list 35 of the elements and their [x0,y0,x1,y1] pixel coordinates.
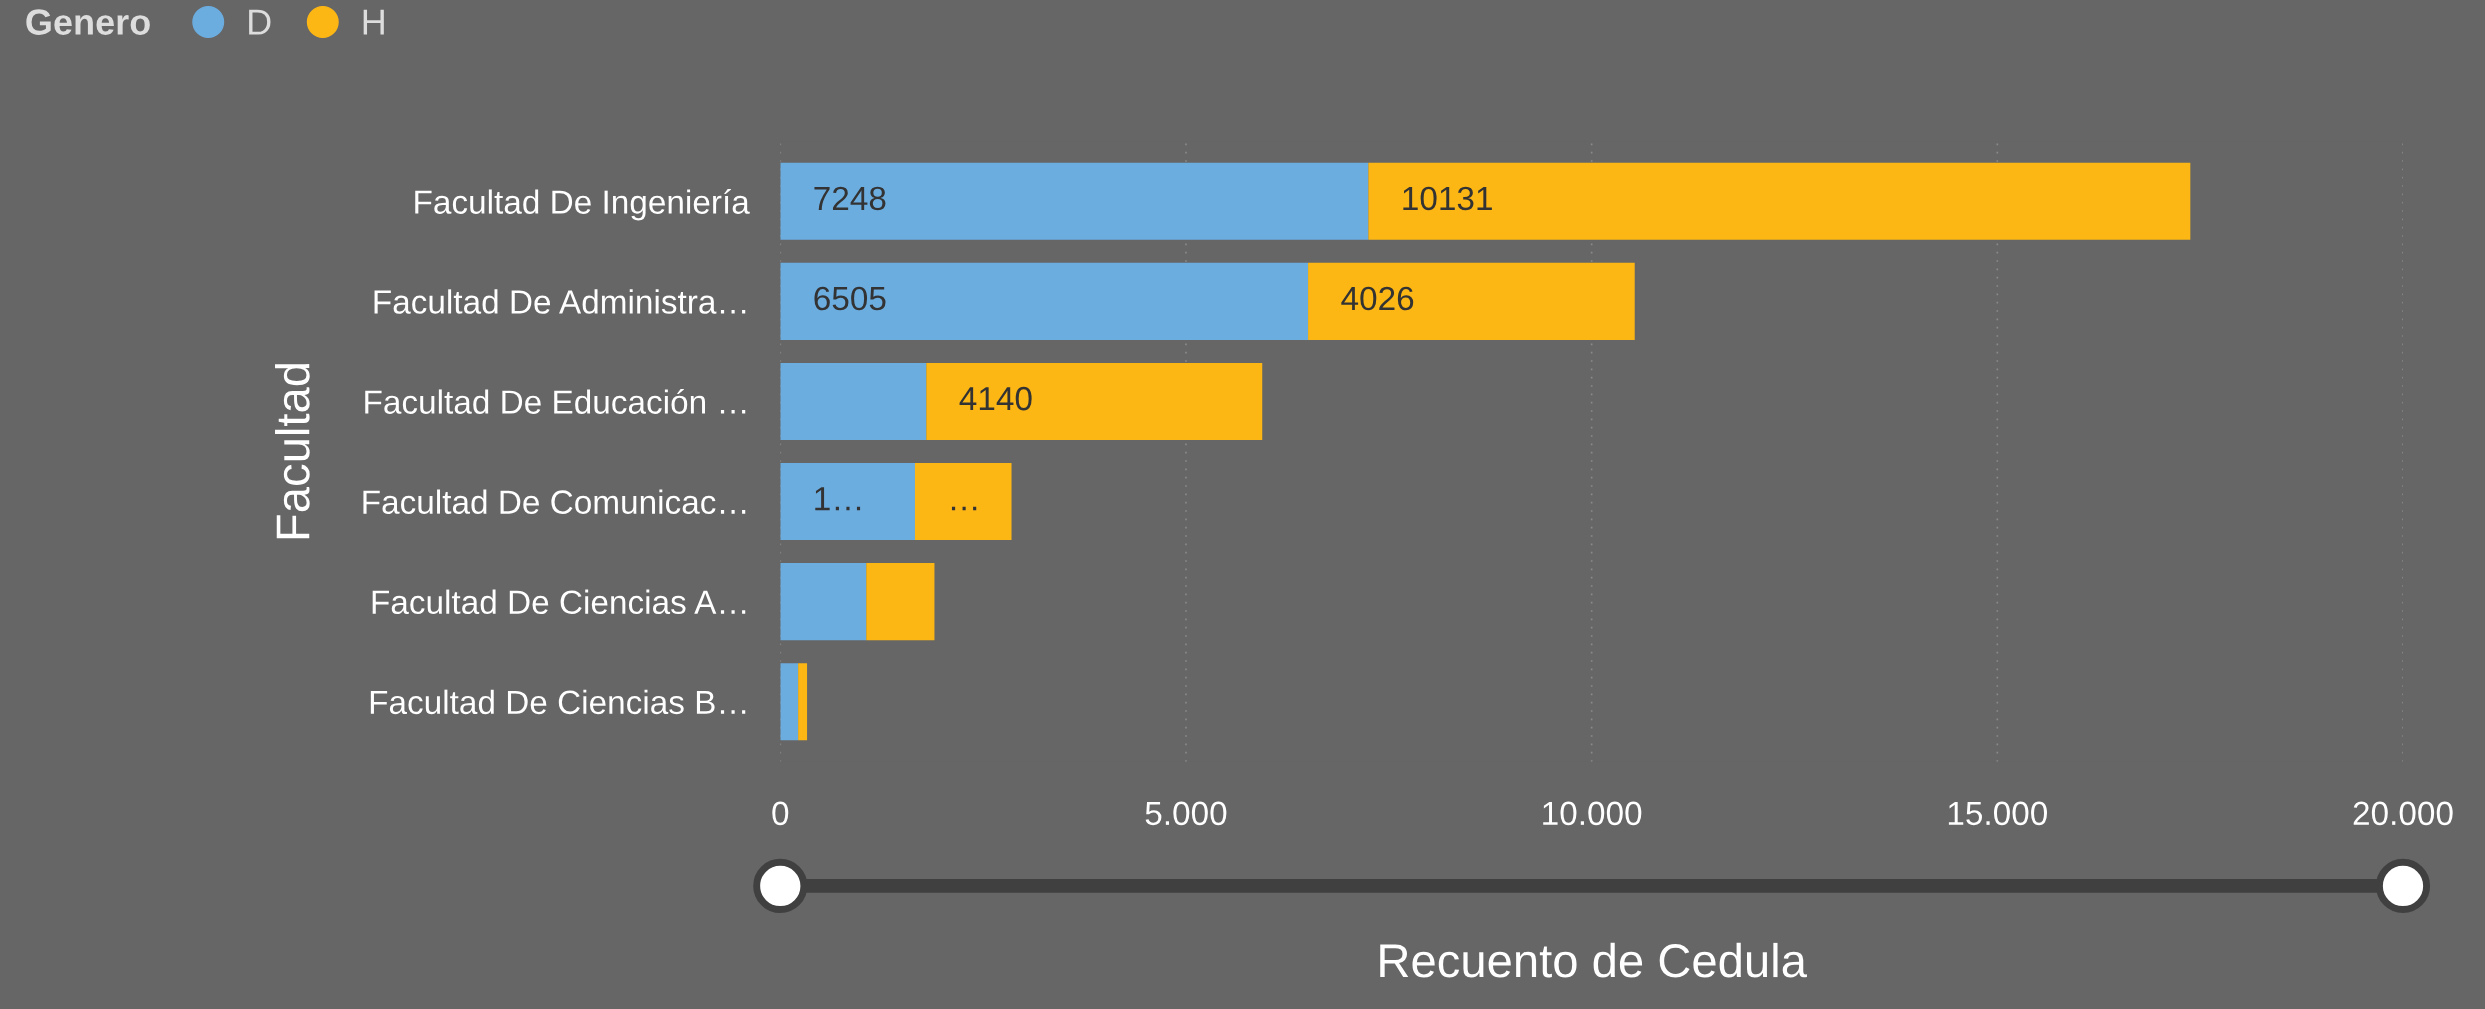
legend-label: H [363,9,384,35]
x-tick-label: 10.000 [1543,801,1642,826]
x-tick-label: 0 [772,801,789,826]
bar [780,563,867,641]
data-label: 4140 [959,386,1032,411]
x-tick-label: 20.000 [2353,801,2453,826]
bar [798,663,808,741]
bar [780,262,1309,340]
y-tick-label: Facultad De Administra… [374,289,746,314]
legend-label: D [249,9,271,35]
bar [926,362,1263,441]
x-axis-title: Recuento de Cedula [1380,942,1807,978]
data-label: 6505 [814,286,886,311]
data-label: 10131 [1403,186,1492,211]
bar [780,463,915,541]
y-tick-label: Facultad De Ingeniería [415,189,750,221]
bar [1368,162,2191,240]
data-label: 7248 [814,186,886,211]
bar [1308,262,1635,340]
legend-title: Genero [26,9,150,35]
bar [780,663,799,741]
x-tick-label: 15.000 [1948,801,2047,826]
bar [780,362,927,441]
data-label: … [951,506,977,511]
bar [914,463,1012,541]
bar [866,563,935,641]
data-label: 4026 [1341,286,1414,311]
bar [780,162,1369,240]
y-tick-label: Facultad De Comunicac… [363,489,746,514]
x-tick-label: 5.000 [1145,801,1227,826]
y-tick-label: Facultad De Ciencias A… [372,589,746,615]
data-label: 1… [815,487,861,511]
y-axis-title: Facultad [275,364,310,539]
y-tick-label: Facultad De Educación … [365,389,746,414]
y-tick-label: Facultad De Ciencias B… [370,689,746,715]
